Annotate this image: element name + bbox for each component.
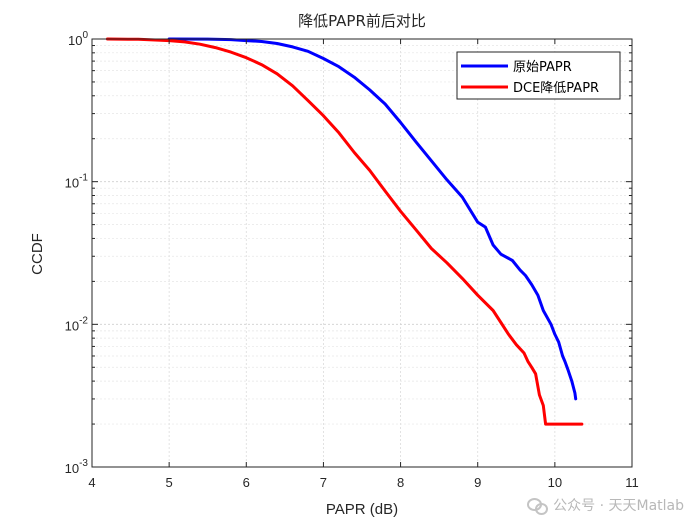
x-axis-label: PAPR (dB) (326, 501, 398, 518)
x-tick-label: 7 (320, 475, 327, 490)
watermark: 公众号 · 天天Matlab (527, 495, 684, 515)
legend-label-original: 原始PAPR (513, 60, 572, 75)
y-tick-label: 10-2 (65, 315, 89, 333)
plot-area (105, 37, 584, 426)
x-tick-label: 8 (397, 475, 404, 490)
x-tick-label: 9 (474, 475, 481, 490)
x-tick-label: 11 (625, 475, 639, 490)
legend-box (456, 51, 621, 100)
watermark-text: 公众号 · 天天Matlab (553, 498, 684, 514)
series-line-original (167, 37, 578, 401)
y-tick-label: 100 (68, 30, 88, 48)
x-tick-label: 5 (166, 475, 173, 490)
x-tick-label: 6 (243, 475, 250, 490)
chart-title: 降低PAPR前后对比 (298, 12, 426, 30)
x-tick-label: 4 (88, 475, 95, 490)
axes-frame (91, 38, 633, 468)
y-tick-label: 10-1 (65, 173, 89, 191)
legend: 原始PAPR DCE降低PAPR (456, 51, 621, 100)
wechat-icon (527, 497, 549, 515)
x-tick-label: 10 (548, 475, 562, 490)
series-line-dce (105, 37, 584, 426)
y-tick-label: 10-3 (65, 458, 89, 476)
axis-ticks: 4 5 6 7 8 9 10 11 100 10-1 10-2 10-3 (65, 30, 639, 490)
y-axis-label: CCDF (29, 233, 46, 275)
legend-label-dce: DCE降低PAPR (513, 81, 599, 96)
grid (92, 39, 632, 467)
